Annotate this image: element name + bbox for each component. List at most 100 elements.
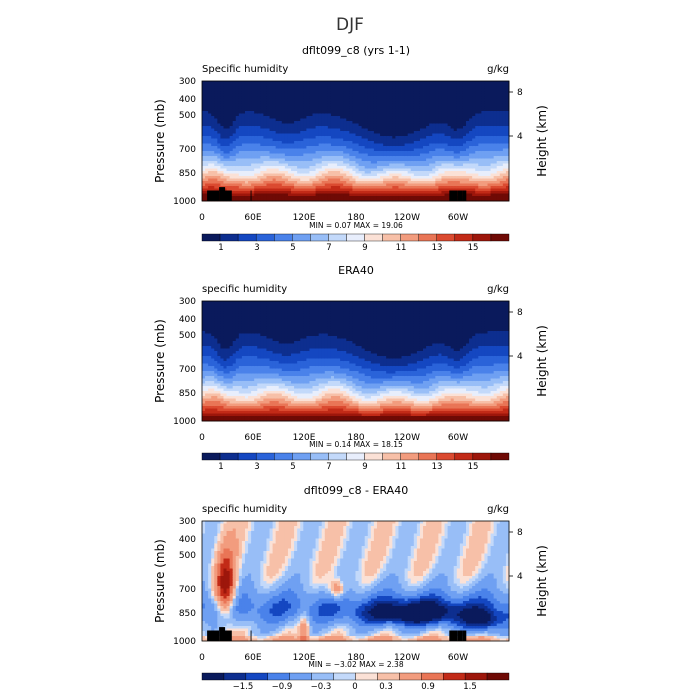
heatmap-cell <box>499 168 504 172</box>
heatmap-cell <box>291 143 295 147</box>
heatmap-cell <box>309 126 313 129</box>
heatmap-cell <box>312 198 316 202</box>
heatmap-cell <box>389 151 393 154</box>
heatmap-cell <box>324 83 329 87</box>
y-tick-label: 700 <box>179 145 196 155</box>
heatmap-cell <box>438 123 442 127</box>
heatmap-cell <box>272 88 277 92</box>
heatmap-cell <box>217 126 221 129</box>
heatmap-cell <box>275 178 280 182</box>
heatmap-cell <box>214 123 218 127</box>
heatmap-cell <box>248 123 252 127</box>
heatmap-cell <box>493 136 498 139</box>
heatmap-cell <box>490 96 495 99</box>
heatmap-cell <box>435 178 439 182</box>
heatmap-cell <box>456 156 461 159</box>
heatmap-cell <box>423 96 427 99</box>
heatmap-cell <box>306 166 310 169</box>
heatmap-cell <box>462 106 467 109</box>
heatmap-cell <box>404 101 409 104</box>
heatmap-cell <box>373 98 378 102</box>
heatmap-cell <box>208 323 212 327</box>
heatmap-cell <box>459 106 464 109</box>
heatmap-cell <box>441 161 445 164</box>
heatmap-cell <box>334 163 338 167</box>
heatmap-cell <box>205 151 209 154</box>
heatmap-cell <box>376 178 381 182</box>
heatmap-cell <box>340 186 344 189</box>
heatmap-cell <box>453 133 458 137</box>
heatmap-cell <box>291 128 295 132</box>
heatmap-cell <box>398 118 402 122</box>
heatmap-cell <box>373 146 378 149</box>
heatmap-cell <box>223 176 227 179</box>
heatmap-cell <box>410 123 415 127</box>
heatmap-cell <box>484 111 488 114</box>
heatmap-cell <box>254 111 258 114</box>
heatmap-cell <box>401 181 406 184</box>
heatmap-cell <box>444 148 448 152</box>
heatmap-cell <box>466 151 470 154</box>
heatmap-cell <box>346 143 350 147</box>
heatmap-cell <box>493 143 498 147</box>
heatmap-cell <box>263 166 267 169</box>
heatmap-cell <box>398 96 402 99</box>
heatmap-cell <box>202 131 206 134</box>
heatmap-cell <box>423 158 427 162</box>
heatmap-cell <box>220 83 224 87</box>
heatmap-cell <box>352 198 356 202</box>
heatmap-cell <box>202 401 206 404</box>
heatmap-cell <box>281 93 286 97</box>
heatmap-cell <box>346 138 350 142</box>
heatmap-cell <box>257 83 261 87</box>
heatmap-cell <box>303 118 307 122</box>
heatmap-cell <box>272 166 277 169</box>
heatmap-cell <box>392 143 396 147</box>
heatmap-cell <box>386 108 390 112</box>
heatmap-cell <box>505 148 510 152</box>
heatmap-cell <box>208 368 212 372</box>
heatmap-cell <box>232 98 237 102</box>
heatmap-cell <box>410 93 415 97</box>
heatmap-cell <box>202 366 206 369</box>
heatmap-cell <box>263 146 267 149</box>
heatmap-cell <box>466 146 470 149</box>
heatmap-cell <box>469 136 473 139</box>
heatmap-cell <box>478 161 482 164</box>
heatmap-cell <box>272 98 277 102</box>
heatmap-cell <box>318 111 323 114</box>
heatmap-cell <box>260 153 264 157</box>
heatmap-cell <box>438 163 442 167</box>
heatmap-cell <box>315 81 320 84</box>
heatmap-cell <box>312 93 316 97</box>
heatmap-cell <box>330 138 335 142</box>
heatmap-cell <box>275 111 280 114</box>
heatmap-cell <box>223 166 227 169</box>
heatmap-cell <box>423 86 427 89</box>
heatmap-cell <box>281 116 286 119</box>
heatmap-cell <box>367 158 372 162</box>
heatmap-cell <box>413 98 418 102</box>
heatmap-cell <box>373 143 378 147</box>
heatmap-cell <box>395 123 399 127</box>
heatmap-cell <box>251 173 255 177</box>
heatmap-cell <box>453 163 458 167</box>
heatmap-cell <box>263 193 267 197</box>
heatmap-cell <box>499 128 504 132</box>
heatmap-cell <box>343 178 347 182</box>
heatmap-cell <box>349 138 353 142</box>
heatmap-cell <box>275 153 280 157</box>
heatmap-cell <box>453 111 458 114</box>
heatmap-cell <box>346 166 350 169</box>
heatmap-cell <box>355 121 359 124</box>
heatmap-cell <box>352 96 356 99</box>
heatmap-cell <box>386 96 390 99</box>
heatmap-cell <box>241 168 246 172</box>
heatmap-cell <box>334 121 338 124</box>
heatmap-cell <box>493 128 498 132</box>
heatmap-cell <box>312 81 316 84</box>
heatmap-cell <box>370 83 375 87</box>
heatmap-cell <box>244 98 249 102</box>
heatmap-cell <box>238 156 243 159</box>
heatmap-cell <box>297 131 301 134</box>
